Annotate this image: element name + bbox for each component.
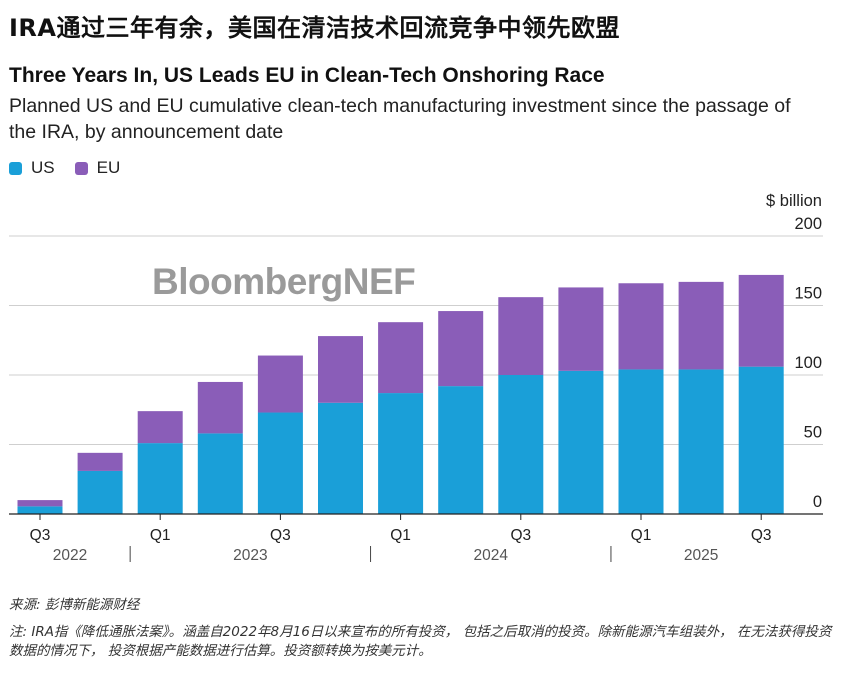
y-tick-label: 50 [804, 424, 822, 442]
bar-eu [378, 322, 424, 394]
x-tick-label: Q3 [510, 527, 531, 544]
bar-us [137, 443, 183, 514]
stacked-bar-chart: BloombergNEF 0 50 100 150 200 $ billion Q3 Q1 Q3 Q… [9, 192, 823, 564]
bar-eu [197, 381, 243, 434]
x-tick-label: Q3 [30, 527, 51, 544]
bar-eu [498, 297, 544, 375]
year-label: 2025 [684, 547, 718, 564]
bar-us [498, 375, 544, 514]
legend-swatch-us [9, 161, 22, 175]
bar-us [618, 369, 664, 514]
footnote: 注: IRA指《降低通胀法案》。涵盖自2022年8月16日以来宣布的所有投资， … [9, 624, 832, 659]
legend-swatch-eu [74, 161, 88, 175]
watermark-logo: BloombergNEF [152, 261, 415, 302]
chinese-headline: IRA通过三年有余，美国在清洁技术回流竞争中领先欧盟 [9, 14, 620, 42]
bar-eu [618, 283, 664, 370]
bar-us [678, 369, 724, 514]
bar-us [197, 433, 243, 514]
year-label: 2023 [233, 547, 267, 564]
legend-item-eu: EU [74, 158, 121, 178]
legend-item-us: US [9, 158, 55, 178]
bar-eu [17, 500, 63, 507]
bar-eu [137, 411, 183, 444]
y-tick-label: 100 [794, 354, 822, 372]
bar-us [318, 402, 363, 514]
year-label: 2022 [53, 547, 87, 564]
bar-us [558, 370, 604, 514]
bar-eu [77, 452, 123, 471]
bar-us [438, 386, 484, 514]
y-tick-label: 200 [794, 215, 822, 233]
y-tick-label: 0 [813, 493, 822, 511]
legend-label-us: US [31, 158, 55, 177]
bar-eu [678, 281, 724, 370]
x-tick-label: Q1 [631, 527, 652, 544]
bar-eu [438, 311, 484, 387]
legend: US EU [9, 158, 120, 178]
bar-eu [318, 336, 363, 403]
legend-label-eu: EU [96, 158, 121, 177]
bar-eu [738, 274, 784, 367]
source-note: 来源: 彭博新能源财经 [9, 597, 140, 613]
bar-us [378, 393, 424, 514]
y-tick-label: 150 [794, 285, 822, 303]
bar-us [17, 506, 63, 514]
chart-title: Three Years In, US Leads EU in Clean-Tec… [9, 64, 605, 87]
y-axis-unit: $ billion [766, 192, 822, 210]
bar-us [77, 470, 123, 514]
bar-eu [558, 287, 604, 371]
bar-us [257, 412, 303, 514]
bar-us [738, 366, 784, 514]
x-tick-label: Q3 [270, 527, 291, 544]
year-label: 2024 [474, 547, 509, 564]
x-tick-label: Q1 [390, 527, 411, 544]
x-tick-label: Q1 [150, 527, 171, 544]
x-tick-label: Q3 [751, 527, 772, 544]
bar-eu [257, 355, 303, 413]
chart-subtitle: Planned US and EU cumulative clean-tech … [9, 95, 791, 143]
